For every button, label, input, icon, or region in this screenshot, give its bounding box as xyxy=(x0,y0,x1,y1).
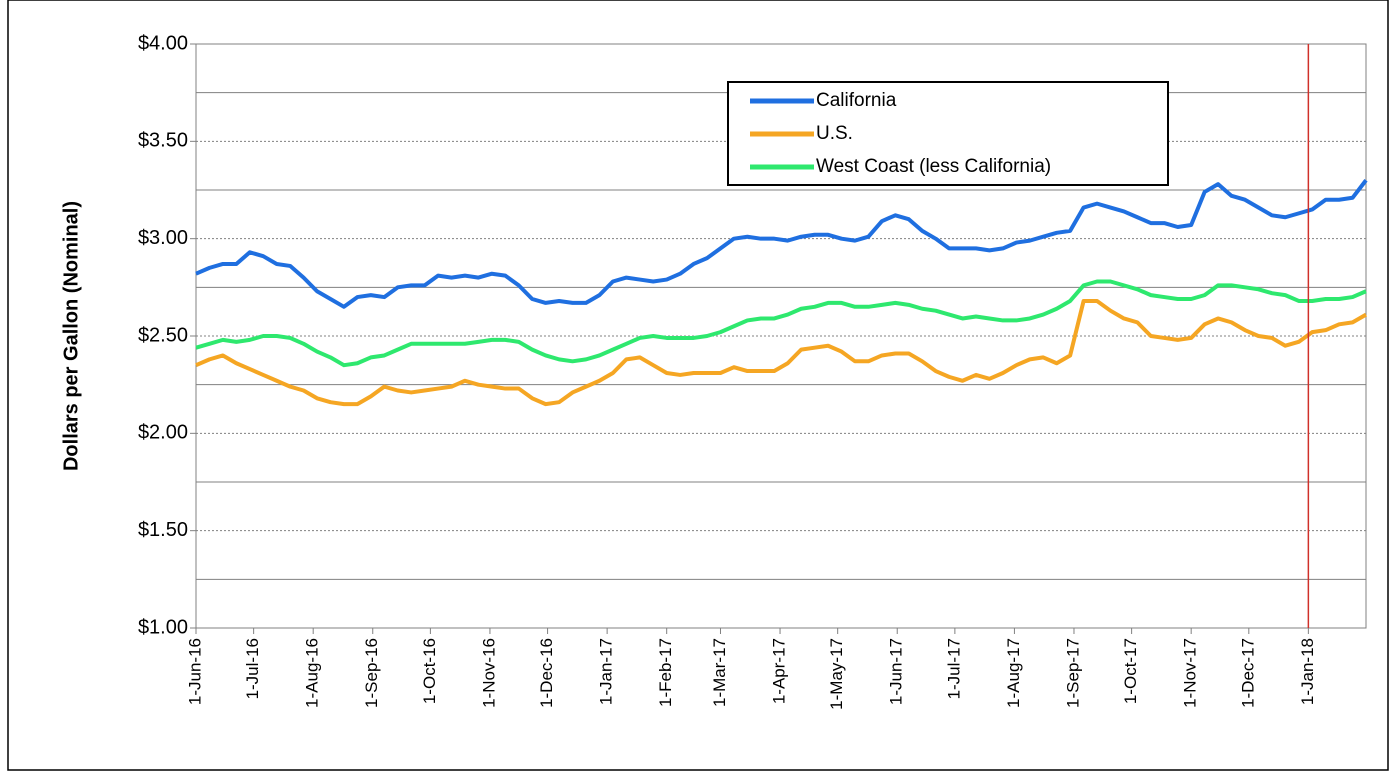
y-tick-label: $2.00 xyxy=(138,422,188,444)
x-tick-label: 1-Nov-16 xyxy=(479,638,498,708)
x-tick-label: 1-Oct-17 xyxy=(1121,638,1140,704)
x-tick-label: 1-Jun-16 xyxy=(185,638,204,705)
x-tick-label: 1-Aug-16 xyxy=(303,638,322,708)
series-line xyxy=(195,298,1368,407)
y-axis-label: Dollars per Gallon (Nominal) xyxy=(60,201,82,471)
x-tick-label: 1-Mar-17 xyxy=(710,638,729,707)
x-tick-label: 1-Feb-17 xyxy=(656,638,675,707)
y-tick-label: $3.00 xyxy=(138,227,188,249)
x-tick-label: 1-Dec-16 xyxy=(537,638,556,708)
x-tick-label: 1-Oct-16 xyxy=(420,638,439,704)
y-tick-label: $1.00 xyxy=(138,616,188,638)
y-tick-label: $4.00 xyxy=(138,32,188,54)
x-tick-label: 1-Sep-17 xyxy=(1063,638,1082,708)
x-tick-label: 1-Apr-17 xyxy=(770,638,789,704)
x-tick-label: 1-Dec-17 xyxy=(1238,638,1257,708)
x-tick-label: 1-Jul-17 xyxy=(944,638,963,699)
x-tick-label: 1-Jul-16 xyxy=(243,638,262,699)
y-tick-label: $2.50 xyxy=(138,324,188,346)
plot-border xyxy=(195,43,1367,629)
x-tick-label: 1-May-17 xyxy=(827,638,846,710)
x-tick-label: 1-Jun-17 xyxy=(887,638,906,705)
legend-label: West Coast (less California) xyxy=(816,156,1051,177)
x-tick-label: 1-Nov-17 xyxy=(1181,638,1200,708)
series-line xyxy=(195,279,1367,368)
x-tick-label: 1-Jan-18 xyxy=(1298,638,1317,705)
y-tick-label: $3.50 xyxy=(138,130,188,152)
y-tick-label: $1.50 xyxy=(138,519,188,541)
legend-label: California xyxy=(816,90,897,111)
legend-label: U.S. xyxy=(816,123,853,144)
x-tick-label: 1-Aug-17 xyxy=(1004,638,1023,708)
x-tick-label: 1-Sep-16 xyxy=(362,638,381,708)
series-line xyxy=(195,179,1368,309)
x-tick-label: 1-Jan-17 xyxy=(597,638,616,705)
